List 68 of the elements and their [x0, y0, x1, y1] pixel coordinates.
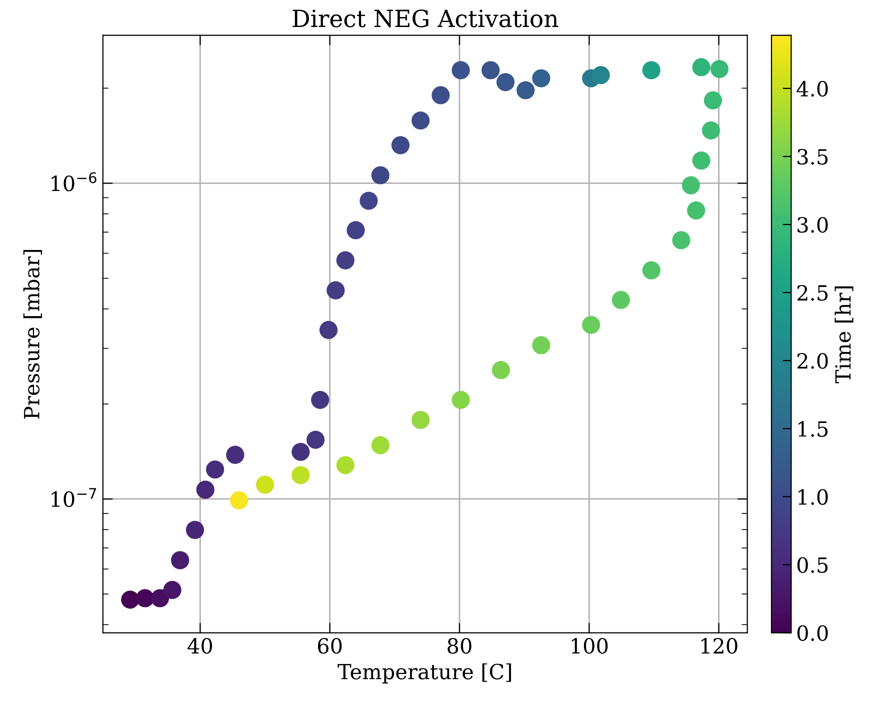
point	[432, 86, 450, 104]
color-bar-label: 1.0	[798, 489, 828, 505]
color-bar-label: 3.0	[798, 216, 828, 233]
point	[692, 58, 710, 76]
color-bar-label: 1.5	[798, 421, 828, 437]
point	[346, 221, 365, 240]
point	[496, 73, 515, 92]
y-tick-label: 10$^{−6}$	[52, 172, 96, 192]
color-bar-label: 4.0	[796, 80, 828, 97]
color-bar-label: 0.0	[797, 625, 828, 641]
x-tick-label: 60	[318, 638, 342, 654]
point	[391, 136, 410, 154]
point	[326, 281, 345, 300]
point	[206, 460, 224, 479]
point	[687, 201, 706, 220]
y-axis-title: Pressure [mbar]	[23, 250, 42, 419]
point	[121, 590, 140, 609]
point	[642, 61, 660, 80]
color-bar-title: Time [hr]	[834, 286, 854, 384]
point	[371, 166, 390, 184]
point	[292, 466, 310, 484]
point	[336, 456, 354, 474]
x-axis-title: Temperature [C]	[338, 663, 511, 684]
point	[306, 430, 325, 449]
point	[163, 580, 182, 600]
point	[682, 176, 700, 194]
x-tick-label: 100	[572, 638, 608, 654]
x-tick-label: 40	[188, 638, 212, 654]
point	[482, 61, 500, 80]
color-bar-label: 2.5	[797, 285, 828, 301]
point	[672, 231, 690, 250]
point	[532, 69, 550, 88]
x-tick-label: 80	[448, 638, 472, 654]
point	[136, 589, 154, 608]
point	[452, 61, 470, 80]
point	[532, 336, 550, 354]
point	[336, 251, 354, 270]
point	[412, 111, 430, 130]
point	[171, 551, 190, 570]
point	[582, 316, 600, 334]
color-bar-label: 0.5	[797, 557, 828, 573]
point	[516, 81, 535, 100]
point	[292, 442, 310, 461]
color-bar-label: 2.0	[797, 353, 828, 369]
point	[319, 320, 338, 340]
point	[692, 151, 710, 170]
point	[702, 121, 720, 140]
chart-title: Direct NEG Activation	[292, 9, 558, 28]
point	[710, 60, 729, 78]
point	[371, 436, 390, 454]
point	[360, 192, 378, 210]
x-tick-label: 120	[701, 638, 738, 654]
point	[412, 410, 430, 429]
point	[150, 589, 170, 608]
point	[452, 390, 470, 409]
point	[311, 390, 330, 409]
point	[230, 491, 248, 510]
point	[186, 520, 204, 539]
y-tick-label: 10$^{−7}$	[52, 488, 96, 508]
point	[196, 480, 214, 499]
point	[592, 66, 610, 84]
point	[492, 361, 510, 380]
point	[256, 476, 274, 494]
color-bar-label: 3.5	[798, 148, 828, 165]
point	[642, 261, 660, 280]
point	[226, 446, 244, 464]
point	[704, 91, 722, 110]
point	[612, 290, 630, 309]
